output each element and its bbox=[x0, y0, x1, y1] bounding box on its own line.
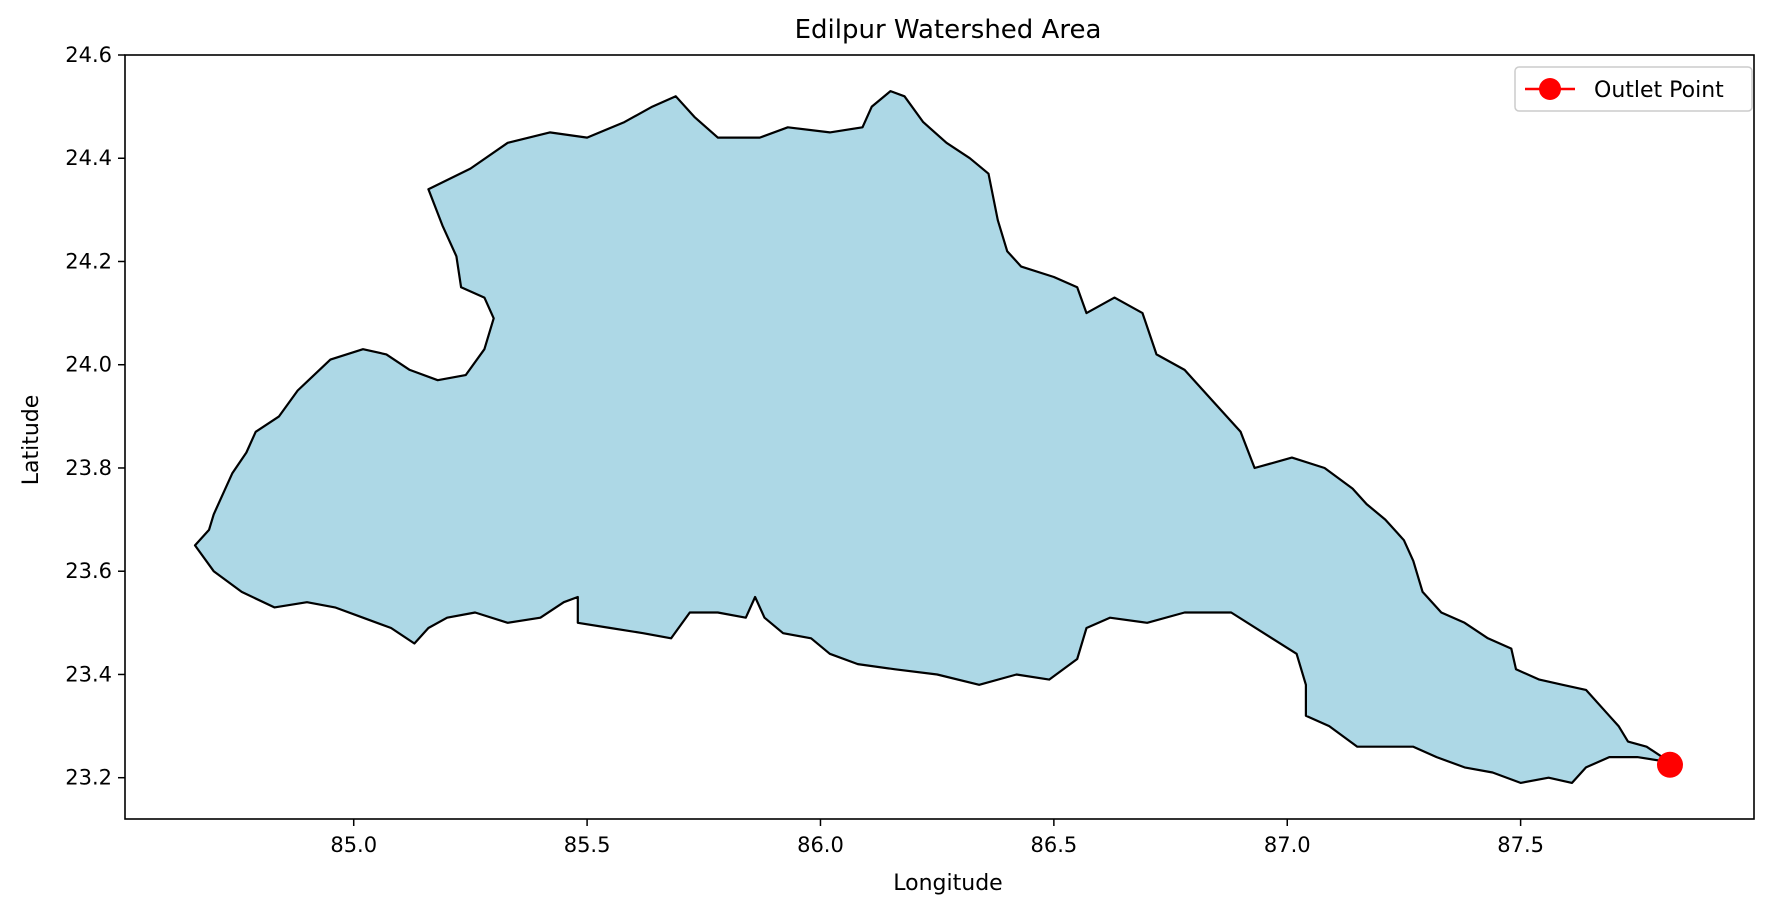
y-tick-label: 24.6 bbox=[65, 43, 112, 67]
x-axis-label: Longitude bbox=[893, 871, 1002, 896]
chart-title: Edilpur Watershed Area bbox=[795, 15, 1102, 45]
watershed-polygon bbox=[193, 90, 1672, 784]
y-tick-label: 23.6 bbox=[65, 559, 112, 583]
x-tick-label: 85.5 bbox=[564, 833, 611, 857]
x-tick-label: 86.0 bbox=[797, 833, 844, 857]
y-axis-ticks: 23.2 23.4 23.6 23.8 24.0 24.2 24.4 24.6 bbox=[65, 43, 125, 790]
x-tick-label: 87.0 bbox=[1264, 833, 1311, 857]
legend-box bbox=[1514, 66, 1753, 112]
legend-label-outlet-point: Outlet Point bbox=[1594, 78, 1724, 103]
outlet-point-marker bbox=[1656, 751, 1683, 778]
x-tick-label: 86.5 bbox=[1030, 833, 1077, 857]
legend: Outlet Point bbox=[1514, 66, 1753, 112]
x-tick-label: 85.0 bbox=[330, 833, 377, 857]
y-tick-label: 23.2 bbox=[65, 766, 112, 790]
x-axis-ticks: 85.0 85.5 86.0 86.5 87.0 87.5 bbox=[330, 819, 1544, 857]
plot-frame bbox=[124, 54, 1755, 820]
x-tick-label: 87.5 bbox=[1497, 833, 1544, 857]
y-tick-label: 24.0 bbox=[65, 353, 112, 377]
y-tick-label: 24.2 bbox=[65, 249, 112, 273]
legend-marker bbox=[1539, 78, 1561, 100]
y-tick-label: 24.4 bbox=[65, 146, 112, 170]
y-tick-label: 23.4 bbox=[65, 662, 112, 686]
y-axis-label: Latitude bbox=[19, 395, 44, 486]
y-tick-label: 23.8 bbox=[65, 456, 112, 480]
